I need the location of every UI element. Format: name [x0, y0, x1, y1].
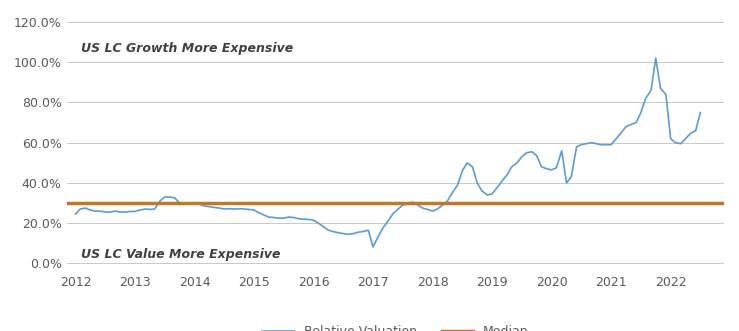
Relative Valuation: [696, 111, 705, 115]
Text: US LC Value More Expensive: US LC Value More Expensive: [81, 248, 281, 261]
Relative Valuation: [438, 203, 447, 207]
Relative Valuation: [661, 92, 670, 96]
Line: Relative Valuation: Relative Valuation: [75, 58, 701, 247]
Relative Valuation: [101, 210, 109, 214]
Relative Valuation: [448, 191, 457, 195]
Text: US LC Growth More Expensive: US LC Growth More Expensive: [81, 42, 293, 55]
Relative Valuation: [71, 212, 80, 216]
Relative Valuation: [473, 181, 482, 185]
Legend: Relative Valuation, Median: Relative Valuation, Median: [262, 325, 528, 331]
Relative Valuation: [369, 245, 378, 249]
Relative Valuation: [602, 143, 611, 147]
Relative Valuation: [651, 56, 660, 60]
